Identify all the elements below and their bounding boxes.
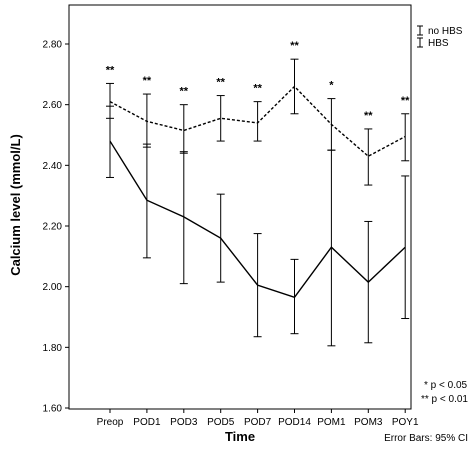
series-line-hbs [109,140,406,299]
significance-mark: ** [364,110,373,122]
significance-mark: * [329,80,334,92]
x-tick-label: POM3 [354,417,383,428]
significance-mark: ** [216,77,225,89]
plot-frame [68,4,412,410]
y-tick-label: 1.60 [43,404,63,415]
x-tick-label: POD1 [133,417,161,428]
x-tick-label: POM1 [317,417,346,428]
significance-mark: ** [143,75,152,87]
significance-note-1: * p < 0.05 [424,380,468,391]
series-line-no-hbs [109,85,406,158]
significance-note-2: ** p < 0.01 [421,394,468,405]
legend-label-no-hbs: no HBS [428,26,463,37]
series-lines [109,85,406,299]
x-tick-label: POY1 [392,417,419,428]
y-tick-label: 2.00 [43,282,63,293]
y-tick-label: 1.80 [43,343,63,354]
x-tick-label: POD3 [170,417,198,428]
y-tick-label: 2.40 [43,161,63,172]
y-axis-title: Calcium level (mmol/L) [8,134,23,276]
significance-marks: ***************** [106,40,410,122]
x-tick-label: POD5 [207,417,235,428]
x-tick-label: Preop [97,417,124,428]
x-tick-label: POD14 [278,417,311,428]
legend-item-no-hbs: no HBS [417,25,463,37]
significance-mark: ** [180,86,189,98]
y-tick-label: 2.20 [43,222,63,233]
legend: no HBS HBS [417,25,463,49]
significance-mark: ** [253,83,262,95]
error-bars-note: Error Bars: 95% CI [384,433,468,444]
x-axis-title: Time [225,429,255,444]
x-tick-label: POD7 [244,417,272,428]
significance-mark: ** [401,95,410,107]
legend-label-hbs: HBS [428,38,449,49]
significance-mark: ** [290,40,299,52]
legend-item-hbs: HBS [417,37,449,49]
y-axis-ticks: 1.60 1.80 2.00 2.20 2.40 2.60 2.80 [43,40,69,415]
x-axis-ticks: Preop POD1 POD3 POD5 POD7 POD14 POM1 POM3 POY1 [97,409,419,428]
significance-mark: ** [106,64,115,76]
y-tick-label: 2.60 [43,100,63,111]
y-tick-label: 2.80 [43,40,63,51]
